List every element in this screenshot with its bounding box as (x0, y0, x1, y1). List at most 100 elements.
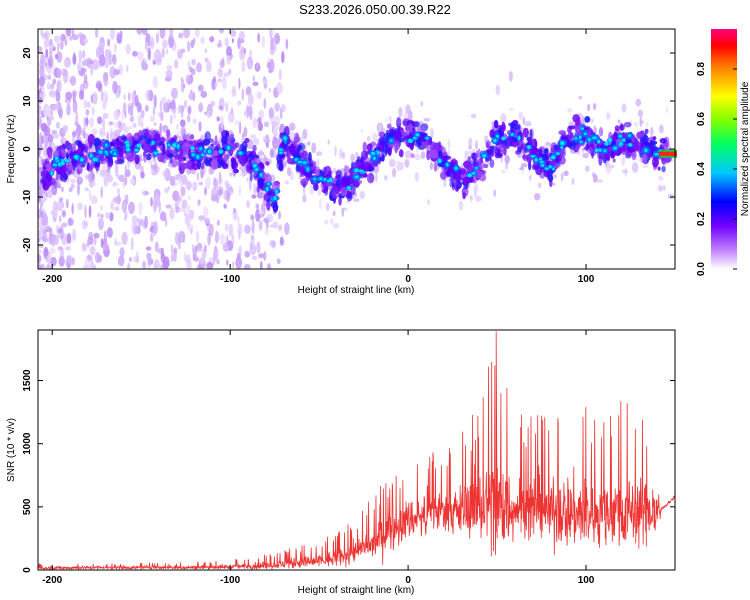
spectrogram-noise-cell (162, 170, 165, 177)
spectrogram-noise-cell (179, 119, 186, 128)
spectrogram-noise-cell (196, 264, 203, 269)
spectrogram-band-cell (632, 140, 640, 152)
spectrogram-noise-cell (302, 194, 307, 203)
spectrogram-band-cell (341, 187, 346, 193)
spectrogram-band-cell (494, 148, 501, 156)
spectrogram-noise-cell (239, 172, 245, 177)
spectrogram-noise-cell (164, 169, 169, 178)
spectrogram-peak-cell (218, 149, 224, 154)
spectrogram-noise-cell (216, 186, 224, 196)
spectrogram-noise-cell (164, 187, 169, 194)
spectrogram-peak-cell (104, 150, 108, 154)
spectrogram-noise-cell (210, 100, 216, 107)
spectrogram-noise-cell (447, 139, 451, 150)
spectrogram-peak-cell (517, 135, 521, 141)
spectrogram-noise-cell (533, 193, 541, 201)
spectrogram-peak-cell (306, 167, 310, 172)
spectrogram-noise-cell (275, 35, 280, 45)
spectrogram-noise-cell (311, 142, 317, 154)
spectrogram-band-cell (568, 125, 576, 130)
spectrogram-noise-cell (50, 256, 57, 267)
spectrogram-peak-cell (592, 136, 597, 140)
spectrogram-band-cell (377, 142, 385, 152)
spectrogram-noise-cell (183, 251, 186, 262)
spectrogram-band-cell (245, 161, 251, 173)
spectrogram-band-cell (114, 159, 121, 165)
spectrogram-noise-cell (264, 227, 269, 236)
spectrogram-noise-cell (149, 232, 154, 242)
spectrogram-band-cell (544, 148, 549, 154)
spectrogram-noise-cell (593, 125, 597, 133)
spectrogram-noise-cell (243, 47, 247, 55)
spectrogram-band-cell (659, 137, 667, 144)
spectrogram-noise-cell (520, 163, 528, 168)
spectrogram-noise-cell (181, 111, 184, 118)
spectrogram-band-cell (212, 150, 219, 157)
spectrogram-peak-cell (354, 175, 359, 179)
spectrogram-noise-cell (274, 102, 280, 112)
spectrogram-noise-cell (60, 33, 66, 42)
spectrogram-band-cell (80, 163, 86, 168)
spectrogram-peak-cell (618, 141, 623, 146)
spectrogram-noise-cell (228, 223, 234, 237)
spectrogram-band-cell (417, 136, 423, 146)
colorbar: 0.0 0.2 0.4 0.6 0.8 Normalized spectral ampl… (696, 29, 750, 276)
spectrogram-peak-cell (354, 168, 359, 173)
snr-x-tick-label: -100 (220, 575, 240, 586)
spectrogram-edge-marker (659, 149, 677, 158)
spectrogram-noise-cell (121, 231, 128, 245)
spectrogram-band-cell (233, 168, 240, 174)
spectrogram-band-cell (248, 165, 253, 170)
spectrogram-band-cell (523, 155, 528, 162)
spectrogram-noise-cell (140, 121, 144, 128)
spectrogram-noise-cell (232, 207, 236, 214)
spectrogram-noise-cell (241, 132, 245, 140)
spectrogram-band-cell (272, 203, 279, 213)
spectrogram-noise-cell (186, 114, 191, 123)
spectrogram-noise-cell (262, 78, 268, 85)
spectrogram-noise-cell (389, 116, 392, 127)
spectrogram-noise-cell (74, 129, 81, 133)
spectrogram-noise-cell (71, 202, 74, 215)
spectrogram-band-cell (407, 123, 413, 133)
spectrogram-noise-cell (252, 75, 256, 82)
spectrogram-noise-cell (39, 142, 43, 152)
spectrogram-noise-cell (206, 61, 212, 73)
spectrogram-noise-cell (272, 121, 276, 128)
spectrogram-noise-cell (93, 232, 100, 239)
spectrogram-noise-cell (42, 225, 48, 231)
spectrogram-band-cell (550, 148, 554, 155)
spectrogram-band-cell (410, 153, 415, 159)
spectrogram-noise-cell (246, 177, 249, 183)
spectrogram-band-cell (362, 172, 368, 178)
spectrogram-noise-cell (68, 187, 73, 193)
spectrogram-noise-cell (578, 95, 583, 100)
spectrogram-noise-cell (80, 38, 83, 45)
spectrogram-peak-cell (329, 177, 333, 183)
spectrogram-band-cell (143, 154, 147, 163)
spectrogram-peak-cell (621, 138, 626, 142)
spectrogram-noise-cell (191, 68, 196, 76)
spectrogram-band-cell (642, 153, 648, 164)
spectrogram-band-cell (538, 146, 546, 153)
spectrogram-noise-cell (256, 191, 264, 199)
spectrogram-peak-cell (313, 177, 316, 181)
spectrogram-band-cell (87, 133, 95, 145)
spectrogram-noise-cell (83, 166, 87, 171)
spectrogram-noise-cell (170, 244, 174, 255)
spectrogram-noise-cell (606, 110, 611, 121)
spectrogram-noise-cell (104, 57, 110, 69)
spectrogram-noise-cell (46, 115, 49, 120)
spectrogram-noise-cell (238, 184, 241, 197)
spectrogram-band-cell (40, 170, 47, 178)
spectrogram-noise-cell (231, 85, 237, 95)
spectrogram-noise-cell (152, 106, 156, 116)
spectrogram-band-cell (257, 177, 264, 189)
spectrogram-noise-cell (82, 80, 89, 90)
spectrogram-noise-cell (642, 164, 649, 169)
spectrogram-band-cell (619, 122, 624, 131)
spectrogram-band-cell (76, 165, 83, 175)
spectrogram-band-cell (365, 161, 369, 166)
spectrogram-band-cell (151, 129, 158, 137)
spectrogram-peak-cell (125, 147, 131, 152)
